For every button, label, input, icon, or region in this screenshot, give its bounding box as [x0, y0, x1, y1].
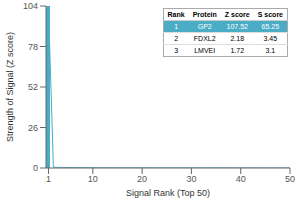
svg-text:0: 0 — [33, 163, 38, 173]
svg-text:10: 10 — [88, 174, 98, 184]
html-text:FDXL2: FDXL2 — [193, 35, 216, 42]
html-text:Z score: Z score — [224, 11, 250, 18]
html-text:1: 1 — [174, 23, 179, 30]
svg-text:104: 104 — [23, 1, 38, 11]
html-text:2.18: 2.18 — [230, 35, 245, 42]
html-text:2: 2 — [174, 35, 179, 42]
svg-text:26: 26 — [28, 123, 38, 133]
html-text:1.72: 1.72 — [230, 47, 245, 54]
svg-text:Strength of Signal (Z score): Strength of Signal (Z score) — [8, 32, 15, 142]
html-text:Protein: Protein — [192, 11, 217, 18]
html-text:Rank: Rank — [167, 11, 185, 18]
html-text:107.52: 107.52 — [226, 23, 248, 30]
html-text:65.25: 65.25 — [261, 23, 280, 30]
html-text:3.1: 3.1 — [265, 47, 276, 54]
html-text:LMVEI: LMVEI — [194, 47, 216, 54]
html-text:S score: S score — [257, 11, 283, 18]
svg-text:30: 30 — [186, 174, 196, 184]
svg-text:1: 1 — [46, 174, 51, 184]
html-text:3.45: 3.45 — [263, 35, 278, 42]
svg-text:78: 78 — [28, 42, 38, 52]
svg-text:50: 50 — [285, 174, 292, 184]
svg-text:40: 40 — [236, 174, 246, 184]
svg-text:Signal Rank (Top 50): Signal Rank (Top 50) — [126, 188, 210, 198]
html-text:3: 3 — [174, 47, 179, 54]
html-text:GP2: GP2 — [197, 23, 212, 30]
svg-text:20: 20 — [137, 174, 147, 184]
svg-text:52: 52 — [28, 82, 38, 92]
